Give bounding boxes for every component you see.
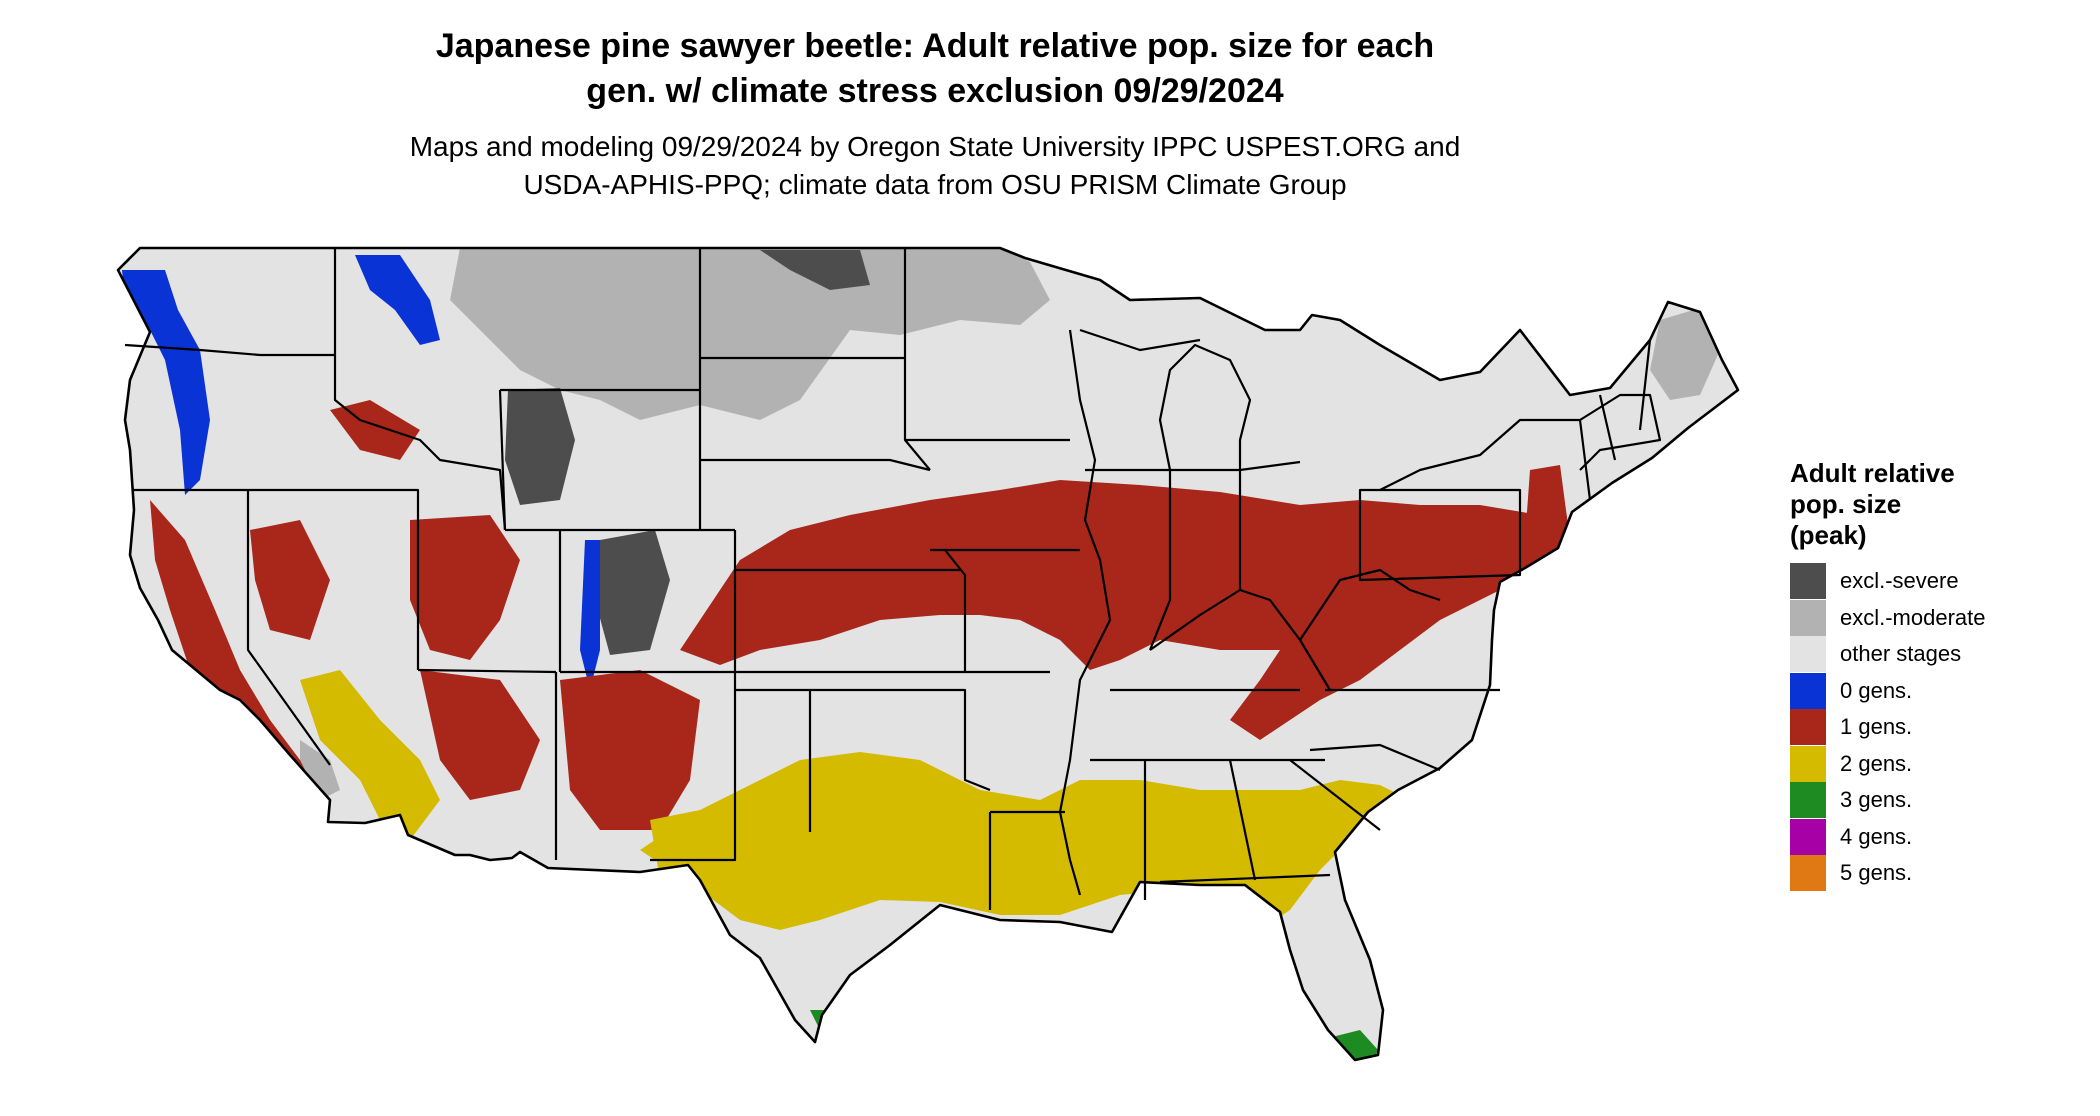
region-0-gens-northern-rockies	[355, 255, 440, 345]
border-id-east	[333, 248, 507, 531]
border-ok-tx	[810, 688, 991, 792]
legend-label-0-gens: 0 gens.	[1840, 677, 1913, 703]
legend-swatch-other-stages	[1790, 636, 1826, 673]
legend-title: Adult relative pop. size (peak)	[1790, 458, 2090, 551]
region-excl-severe-north-dakota	[760, 250, 870, 290]
legend-label-excl-moderate: excl.-moderate	[1840, 604, 1986, 630]
region-1-gens-new-mexico	[560, 670, 700, 830]
legend-item-excl-severe: excl.-severe	[1790, 563, 2090, 600]
region-1-gens-utah	[410, 515, 520, 660]
legend-item-0-gens: 0 gens.	[1790, 672, 2090, 710]
border-ut-az	[417, 668, 557, 674]
legend-swatch-3-gens	[1790, 782, 1826, 819]
legend-item-excl-moderate: excl.-moderate	[1790, 599, 2090, 637]
map-title-line-2: gen. w/ climate stress exclusion 09/29/2…	[586, 72, 1284, 110]
interior-borders	[124, 248, 1662, 910]
region-0-gens-colorado-rockies	[580, 540, 600, 690]
legend-item-2-gens: 2 gens.	[1790, 745, 2090, 783]
legend-swatch-0-gens	[1790, 672, 1826, 709]
region-2-gens-southwest-desert	[300, 670, 440, 840]
border-ky-north	[1149, 588, 1331, 691]
us-map	[116, 246, 1740, 1062]
border-nh-me	[1638, 339, 1652, 431]
legend-label-excl-severe: excl.-severe	[1840, 568, 1959, 594]
legend-item-other-stages: other stages	[1790, 636, 2090, 673]
border-nm-east	[733, 672, 812, 832]
legend-swatch-5-gens	[1790, 855, 1826, 892]
legend-swatch-1-gens	[1790, 709, 1826, 746]
map-fill-layer	[118, 248, 1738, 1060]
border-nc-sc	[1309, 743, 1441, 772]
legend-label-3-gens: 3 gens.	[1840, 787, 1913, 813]
border-mississippi-river	[1058, 329, 1112, 896]
us-outline	[116, 246, 1740, 1062]
border-mi-upper	[1079, 328, 1201, 352]
map-subtitle: Maps and modeling 09/29/2024 by Oregon S…	[0, 128, 1870, 204]
legend-item-1-gens: 1 gens.	[1790, 709, 2090, 746]
border-ga-fl	[1159, 873, 1331, 884]
border-ga-sc	[1289, 759, 1381, 831]
region-1-gens-great-basin	[250, 520, 330, 640]
region-2-gens-texas-west	[650, 810, 700, 900]
base-region	[118, 248, 1738, 1060]
border-mo-west	[944, 549, 967, 672]
legend-title-line-2: pop. size	[1790, 489, 1902, 519]
legend-item-4-gens: 4 gens.	[1790, 818, 2090, 856]
map-title: Japanese pine sawyer beetle: Adult relat…	[0, 24, 1870, 114]
border-pa	[1358, 488, 1522, 582]
border-al-ga	[1228, 759, 1257, 881]
map-title-line-1: Japanese pine sawyer beetle: Adult relat…	[435, 27, 1435, 65]
border-ca-nv	[246, 490, 331, 766]
legend: Adult relative pop. size (peak) excl.-se…	[1790, 458, 2090, 892]
region-excl-moderate-new-england	[1650, 308, 1720, 400]
border-nv-ut	[335, 488, 420, 670]
region-0-gens-cascades	[122, 270, 210, 495]
border-ny	[1379, 418, 1592, 501]
border-vt-nh	[1598, 394, 1617, 461]
legend-label-5-gens: 5 gens.	[1840, 860, 1913, 886]
region-1-gens-arizona	[420, 670, 540, 800]
legend-swatch-excl-moderate	[1790, 599, 1826, 636]
state-borders	[116, 246, 1740, 1062]
map-subtitle-line-1: Maps and modeling 09/29/2024 by Oregon S…	[409, 131, 1461, 162]
legend-item-5-gens: 5 gens.	[1790, 855, 2090, 892]
border-new-england	[1579, 393, 1662, 471]
legend-swatch-2-gens	[1790, 745, 1826, 782]
legend-title-line-1: Adult relative	[1790, 458, 1955, 488]
region-1-gens-central-belt	[680, 480, 1560, 740]
region-excl-moderate-north-plains	[450, 248, 1050, 420]
border-sd-ne	[700, 458, 931, 472]
map-subtitle-line-2: USDA-APHIS-PPQ; climate data from OSU PR…	[523, 169, 1347, 200]
legend-label-1-gens: 1 gens.	[1840, 714, 1913, 740]
legend-label-2-gens: 2 gens.	[1840, 750, 1913, 776]
legend-title-line-3: (peak)	[1790, 520, 1867, 550]
region-excl-severe-colorado	[595, 530, 670, 655]
border-mi-lower	[1158, 343, 1252, 471]
legend-label-4-gens: 4 gens.	[1840, 823, 1913, 849]
border-il-in	[1148, 470, 1172, 651]
legend-item-3-gens: 3 gens.	[1790, 782, 2090, 819]
legend-swatch-excl-severe	[1790, 563, 1826, 600]
region-1-gens-sierra-california	[150, 500, 320, 815]
legend-swatch-4-gens	[1790, 818, 1826, 855]
border-nm-tx	[650, 690, 737, 862]
border-wv	[1299, 568, 1441, 641]
legend-label-other-stages: other stages	[1840, 641, 1962, 667]
border-wy-west	[498, 389, 507, 531]
region-excl-severe-wyoming	[505, 388, 575, 505]
border-wa-or	[124, 343, 335, 357]
